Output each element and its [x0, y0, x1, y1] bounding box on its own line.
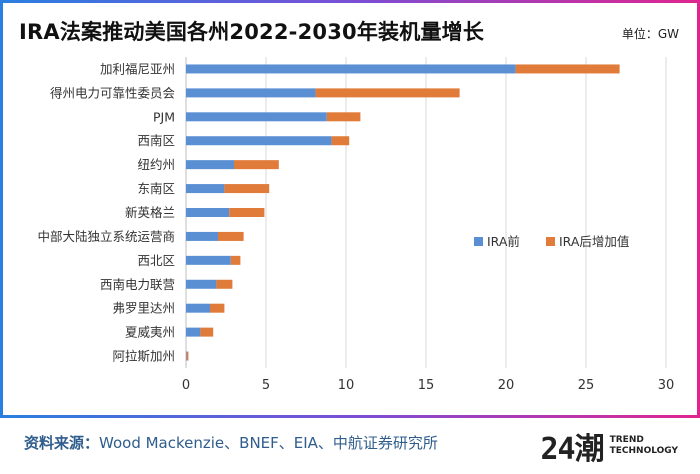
bar-ira-before [186, 88, 316, 98]
bar-ira-after [230, 255, 241, 265]
bar-ira-after [218, 231, 244, 241]
y-category-label: 中部大陆独立系统运营商 [37, 229, 175, 244]
x-tick-label: 20 [498, 378, 515, 393]
brand: 24潮 TREND TECHNOLOGY [540, 424, 678, 468]
bar-ira-after [200, 327, 214, 337]
source-note: 资料来源：Wood Mackenzie、BNEF、EIA、中航证券研究所 [24, 432, 438, 453]
y-category-label: PJM [153, 109, 175, 124]
y-category-label: 弗罗里达州 [112, 301, 175, 316]
source-text: Wood Mackenzie、BNEF、EIA、中航证券研究所 [99, 434, 438, 452]
bar-ira-after [216, 279, 233, 289]
x-tick-label: 10 [338, 378, 355, 393]
bar-ira-after [515, 64, 620, 74]
legend-swatch-ira-before [474, 237, 483, 246]
bar-ira-before [186, 231, 218, 241]
y-category-label: 阿拉斯加州 [112, 349, 175, 364]
y-category-label: 西北区 [137, 253, 175, 268]
bar-ira-after [224, 184, 270, 194]
chart-title: IRA法案推动美国各州2022-2030年装机量增长 [19, 20, 485, 44]
brand-logo-icon: 24潮 [540, 432, 604, 467]
bar-ira-before [186, 136, 332, 146]
y-category-label: 东南区 [137, 181, 175, 196]
y-category-label: 加利福尼亚州 [100, 61, 175, 76]
bar-ira-before [186, 184, 225, 194]
bar-ira-after [331, 136, 350, 146]
bar-ira-after [210, 303, 225, 313]
bar-ira-before [186, 208, 230, 217]
source-label: 资料来源： [24, 434, 100, 452]
y-category-label: 西南区 [137, 133, 175, 148]
legend-swatch-ira-after [546, 237, 555, 246]
bar-ira-before [186, 160, 234, 170]
brand-line-2: TECHNOLOGY [609, 446, 678, 456]
legend-label: IRA前 [487, 234, 520, 249]
bar-ira-after [229, 208, 265, 217]
bar-ira-after [326, 112, 361, 122]
bar-ira-before [186, 303, 210, 313]
x-tick-label: 25 [578, 378, 595, 393]
brand-text: TREND TECHNOLOGY [610, 435, 678, 457]
bar-ira-after [186, 351, 189, 361]
bar-ira-before [186, 112, 327, 122]
y-category-label: 西南电力联营 [100, 277, 175, 292]
bar-ira-before [186, 64, 516, 74]
x-tick-label: 15 [418, 378, 435, 393]
x-tick-label: 0 [182, 378, 190, 393]
x-tick-label: 30 [658, 378, 675, 393]
bar-ira-before [186, 351, 187, 361]
bar-ira-after [315, 88, 460, 98]
bar-ira-before [186, 327, 201, 337]
y-category-label: 夏威夷州 [125, 325, 175, 340]
y-category-label: 纽约州 [137, 157, 175, 172]
bar-ira-before [186, 279, 217, 289]
footer: 资料来源：Wood Mackenzie、BNEF、EIA、中航证券研究所 24潮… [0, 418, 700, 474]
bar-ira-before [186, 255, 231, 265]
y-category-label: 得州电力可靠性委员会 [50, 85, 176, 100]
legend-label: IRA后增加值 [559, 234, 629, 249]
x-tick-label: 5 [262, 378, 270, 393]
unit-label: 单位：GW [621, 27, 679, 41]
brand-line-1: TREND [609, 435, 644, 445]
y-category-label: 新英格兰 [125, 205, 175, 220]
bar-ira-after [234, 160, 279, 170]
